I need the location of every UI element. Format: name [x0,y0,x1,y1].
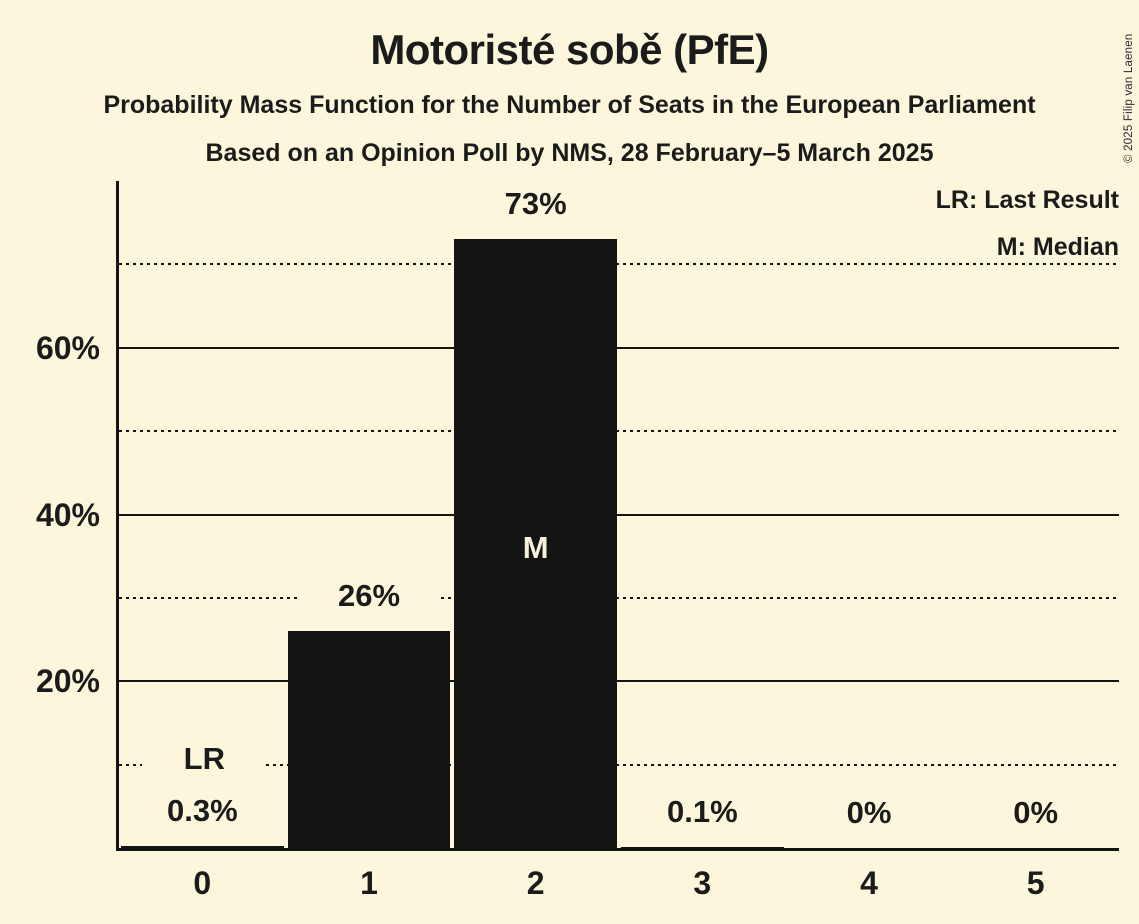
gridline-solid-60 [119,346,1119,349]
bar-seats-3 [621,847,784,848]
bar-value-label-3: 0.1% [632,795,773,830]
gridline-solid-40 [119,513,1119,516]
chart-title: Motoristé sobě (PfE) [370,26,769,73]
plot-area: 0.3% 26% 73% 0.1% 0% 0% LR M [116,181,1119,851]
gridline-solid-20 [119,680,1119,683]
bar-value-label-2: 73% [465,187,606,222]
gridline-dotted-30 [119,596,1119,599]
bar-value-label-4: 0% [799,796,939,830]
legend-median-label: M: Median [996,233,1119,261]
gridline-dotted-50 [119,430,1119,433]
bar-value-label-5: 0% [965,796,1106,830]
median-marker: M [522,530,549,565]
bar-value-label-0: 0.3% [132,793,273,828]
gridline-dotted-10 [119,763,1119,766]
x-tick-label-4: 4 [860,865,878,901]
bar-seats-1 [287,631,451,848]
x-tick-label-1: 1 [360,865,378,901]
x-tick-label-0: 0 [193,865,212,901]
legend-last-result-label: LR: Last Result [935,186,1119,214]
bar-seats-2 [454,239,617,848]
x-tick-label-2: 2 [526,865,545,901]
y-tick-label-20: 20% [35,663,100,700]
x-tick-label-3: 3 [693,865,712,901]
bar-seats-0 [121,845,284,848]
chart-subtitle-poll: Based on an Opinion Poll by NMS, 28 Febr… [205,139,934,167]
x-tick-label-5: 5 [1026,865,1045,901]
y-tick-label-60: 60% [35,329,100,366]
chart-subtitle-pmf: Probability Mass Function for the Number… [103,91,1036,119]
gridline-dotted-70 [119,263,1119,266]
bar-value-label-1: 26% [299,579,439,614]
last-result-marker: LR [142,742,267,776]
y-tick-label-40: 40% [35,496,100,533]
